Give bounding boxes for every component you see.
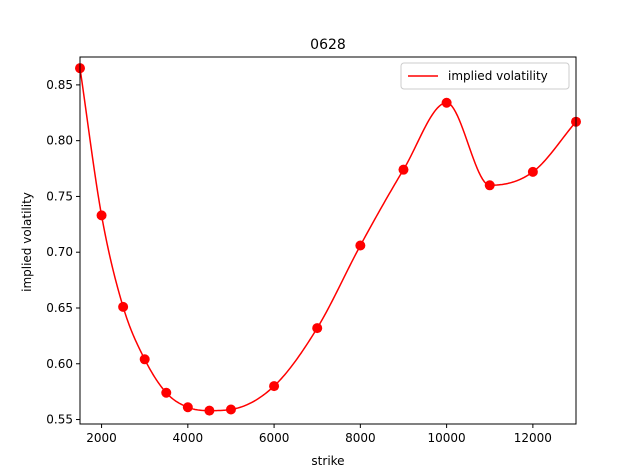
data-point	[527, 166, 538, 177]
legend: implied volatility	[400, 62, 570, 90]
data-point	[182, 402, 193, 413]
data-point	[204, 405, 215, 416]
data-point	[312, 323, 323, 334]
y-tick-label: 0.55	[46, 413, 73, 427]
x-tick-label: 2000	[86, 431, 117, 445]
y-tick-label: 0.75	[46, 189, 73, 203]
y-tick-label: 0.85	[46, 78, 73, 92]
x-tick-label: 8000	[345, 431, 376, 445]
axes: 2000 4000 6000 8000 10000 12000 0.55 0.60 0.65 0.…	[46, 56, 577, 445]
data-point	[484, 180, 495, 191]
plot-area	[75, 63, 581, 416]
x-tick-label: 4000	[173, 431, 204, 445]
x-axis-label: strike	[311, 454, 344, 468]
legend-box	[400, 62, 570, 90]
plot-frame	[79, 56, 577, 425]
x-tick-label: 6000	[259, 431, 290, 445]
y-tick-label: 0.70	[46, 245, 73, 259]
y-tick-label: 0.60	[46, 357, 73, 371]
data-point	[118, 301, 129, 312]
series-line-implied-volatility	[80, 68, 576, 412]
data-point	[96, 210, 107, 221]
legend-label: implied volatility	[448, 69, 548, 83]
data-point	[269, 381, 280, 392]
y-axis-label: implied volatility	[20, 192, 34, 292]
data-point	[398, 164, 409, 175]
data-point	[355, 240, 366, 251]
data-point	[161, 387, 172, 398]
data-point	[225, 404, 236, 415]
y-tick-label: 0.80	[46, 134, 73, 148]
data-point	[441, 97, 452, 108]
data-point	[139, 354, 150, 365]
x-tick-label: 10000	[428, 431, 466, 445]
chart-title: 0628	[310, 37, 346, 53]
x-tick-label: 12000	[514, 431, 552, 445]
y-tick-label: 0.65	[46, 301, 73, 315]
